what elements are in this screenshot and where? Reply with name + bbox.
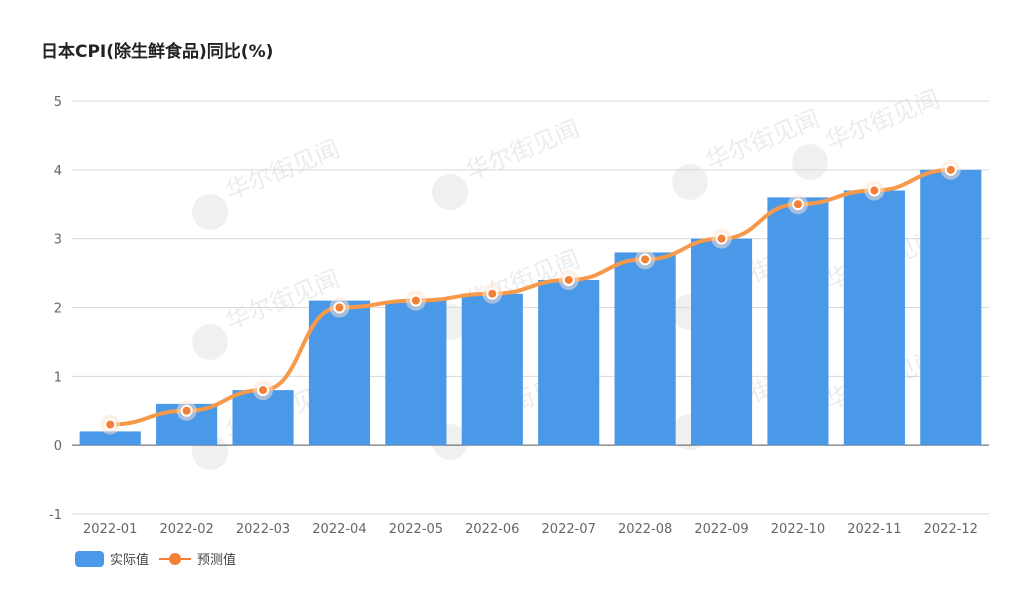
bar[interactable] (308, 300, 371, 446)
y-tick-label: 4 (54, 164, 62, 179)
forecast-point[interactable] (791, 198, 804, 211)
forecast-point[interactable] (104, 418, 117, 431)
chart-title: 日本CPI(除生鲜食品)同比(%) (41, 42, 274, 62)
bar[interactable] (690, 238, 753, 446)
x-tick-label: 2022-12 (924, 522, 978, 537)
chart-legend: 实际值 预测值 (75, 549, 246, 568)
forecast-point[interactable] (715, 232, 728, 245)
bar[interactable] (767, 197, 829, 446)
bar[interactable] (920, 169, 982, 446)
bar[interactable] (461, 293, 523, 446)
forecast-point[interactable] (944, 163, 957, 176)
x-tick-label: 2022-04 (312, 522, 366, 537)
watermark-logo-icon (192, 194, 228, 230)
watermark-logo-icon (672, 164, 708, 200)
legend-bar-label[interactable]: 实际值 (110, 553, 150, 568)
legend-line-label[interactable]: 预测值 (197, 553, 237, 568)
x-tick-label: 2022-11 (847, 522, 901, 537)
bar[interactable] (79, 431, 141, 446)
y-tick-label: 0 (54, 439, 62, 454)
bar[interactable] (385, 300, 447, 446)
bar[interactable] (538, 279, 600, 446)
watermark-text: 华尔街见闻 (822, 85, 944, 156)
forecast-point[interactable] (868, 184, 881, 197)
watermark-text: 华尔街见闻 (462, 115, 584, 186)
forecast-point[interactable] (562, 273, 575, 286)
y-tick-label: 2 (54, 302, 62, 317)
forecast-point[interactable] (333, 301, 346, 314)
forecast-point[interactable] (257, 384, 270, 397)
forecast-point[interactable] (409, 294, 422, 307)
x-tick-label: 2022-03 (236, 522, 290, 537)
forecast-point[interactable] (639, 253, 652, 266)
bar[interactable] (614, 252, 676, 446)
watermark-logo-icon (192, 324, 228, 360)
x-tick-label: 2022-10 (771, 522, 825, 537)
x-tick-label: 2022-08 (618, 522, 672, 537)
legend-bar-swatch-icon[interactable] (75, 550, 104, 567)
watermark-logo-icon (792, 144, 828, 180)
y-tick-label: 5 (54, 95, 62, 110)
forecast-point[interactable] (486, 287, 499, 300)
forecast-point[interactable] (180, 404, 193, 417)
x-tick-label: 2022-02 (159, 522, 213, 537)
x-tick-label: 2022-05 (389, 522, 443, 537)
bar[interactable] (843, 190, 905, 446)
watermark-logo-icon (432, 174, 468, 210)
x-tick-label: 2022-01 (83, 522, 137, 537)
y-tick-label: -1 (49, 508, 62, 523)
y-tick-label: 3 (54, 233, 62, 248)
y-tick-label: 1 (54, 370, 62, 385)
x-tick-label: 2022-06 (465, 522, 519, 537)
x-tick-label: 2022-09 (694, 522, 748, 537)
x-tick-label: 2022-07 (542, 522, 596, 537)
legend-line-swatch-icon[interactable] (159, 551, 192, 567)
